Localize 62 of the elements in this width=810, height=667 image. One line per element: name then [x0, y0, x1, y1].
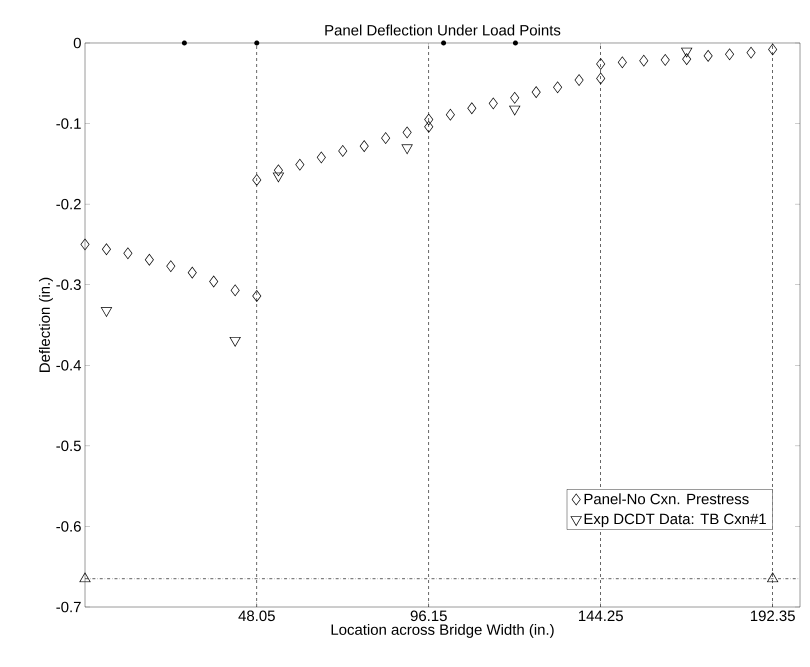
point: [123, 247, 132, 260]
point: [553, 81, 562, 94]
point: [182, 40, 187, 46]
point: [596, 58, 606, 70]
x-axis-title: Location across Bridge Width (in.): [332, 624, 554, 638]
point: [768, 44, 778, 56]
point: [102, 243, 111, 256]
point: [639, 54, 648, 67]
point: [274, 164, 283, 176]
point: [252, 174, 262, 186]
point: [230, 284, 240, 296]
point: [446, 108, 455, 121]
y-tick-label: -0.5: [56, 440, 81, 452]
point: [512, 40, 518, 46]
point: [660, 54, 670, 66]
y-axis-title: Deflection (in.): [38, 278, 53, 372]
y-tick-label: -0.1: [56, 118, 81, 129]
x-tick-label: 48.05: [238, 610, 275, 622]
y-tick-label: -0.6: [56, 521, 81, 532]
chart-title: Panel Deflection Under Load Points: [325, 24, 560, 36]
point: [574, 74, 584, 86]
point: [746, 46, 756, 59]
point: [79, 572, 91, 582]
point: [682, 53, 692, 65]
point: [254, 40, 260, 46]
x-tick-label: 192.35: [750, 610, 795, 622]
point: [80, 238, 90, 250]
point: [441, 40, 446, 46]
y-tick-label: -0.4: [56, 360, 82, 371]
point: [166, 260, 176, 272]
legend-label: Panel-No Cxn. Prestress: [584, 493, 749, 504]
point: [144, 254, 154, 266]
point: [509, 106, 520, 116]
point: [402, 144, 413, 154]
y-tick-label: 0: [74, 38, 81, 48]
point: [510, 92, 520, 104]
point: [488, 98, 498, 110]
point: [424, 120, 434, 133]
point: [725, 48, 734, 60]
point: [316, 152, 326, 164]
point: [681, 48, 692, 58]
point: [704, 50, 713, 62]
point: [188, 266, 197, 278]
point: [424, 114, 434, 126]
point: [532, 86, 541, 98]
point: [618, 56, 627, 68]
y-tick-label: -0.2: [56, 198, 81, 210]
point: [402, 126, 412, 138]
point: [360, 140, 369, 152]
x-tick-label: 144.25: [578, 610, 623, 622]
legend-label: Exp DCDT Data: TB Cxn#1: [584, 514, 766, 528]
point: [381, 132, 390, 144]
point: [596, 72, 606, 84]
point: [252, 290, 262, 302]
point: [209, 276, 218, 288]
y-tick-label: -0.3: [56, 279, 81, 290]
point: [767, 572, 778, 582]
y-tick-label: -0.7: [56, 602, 81, 612]
point: [295, 158, 304, 171]
point: [467, 102, 476, 114]
x-tick-label: 96.15: [410, 610, 447, 622]
point: [338, 145, 348, 157]
